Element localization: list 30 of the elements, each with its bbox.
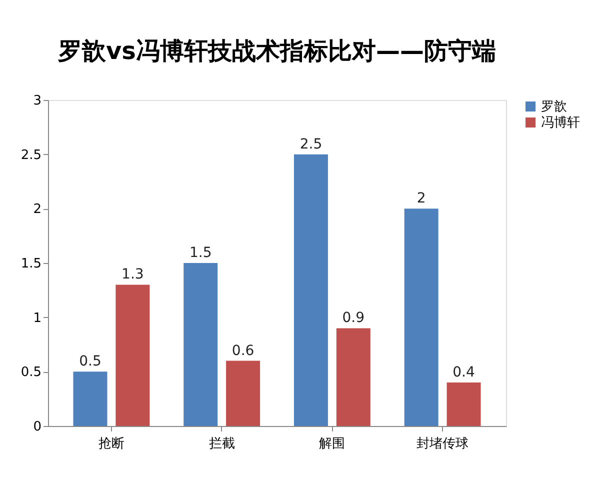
data-label: 0.5 [79,354,102,370]
x-tick-label: 解围 [319,436,346,452]
y-tick-label: 3 [33,94,42,108]
bar [294,154,328,426]
data-label: 1.5 [189,245,212,261]
bar [404,208,438,426]
x-tick-label: 拦截 [208,436,235,452]
data-label: 2.5 [300,136,322,152]
bar [184,263,218,426]
data-label: 0.4 [452,364,475,381]
y-tick-label: 2.5 [20,148,42,163]
y-tick-label: 1 [33,310,42,326]
data-label: 0.9 [342,310,365,326]
legend-label: 冯博轩 [541,116,580,130]
y-tick-label: 2 [33,202,42,218]
x-tick-label: 抢断 [98,436,124,452]
y-tick-label: 1.5 [20,256,42,272]
data-label: 0.6 [232,342,254,359]
y-tick-label: 0.5 [20,365,42,380]
bar [336,328,370,426]
bar [226,360,260,426]
data-label: 1.3 [122,266,144,283]
y-tick-label: 0 [33,420,42,434]
x-tick-label: 封堵传球 [416,436,469,452]
legend-label: 罗歆 [541,100,567,114]
data-label: 2 [416,190,426,207]
bar [73,372,108,426]
chart-title: 罗歆vs冯博轩技战术指标比对——防守端 [57,37,496,65]
bar [446,382,481,426]
bar [116,284,150,426]
